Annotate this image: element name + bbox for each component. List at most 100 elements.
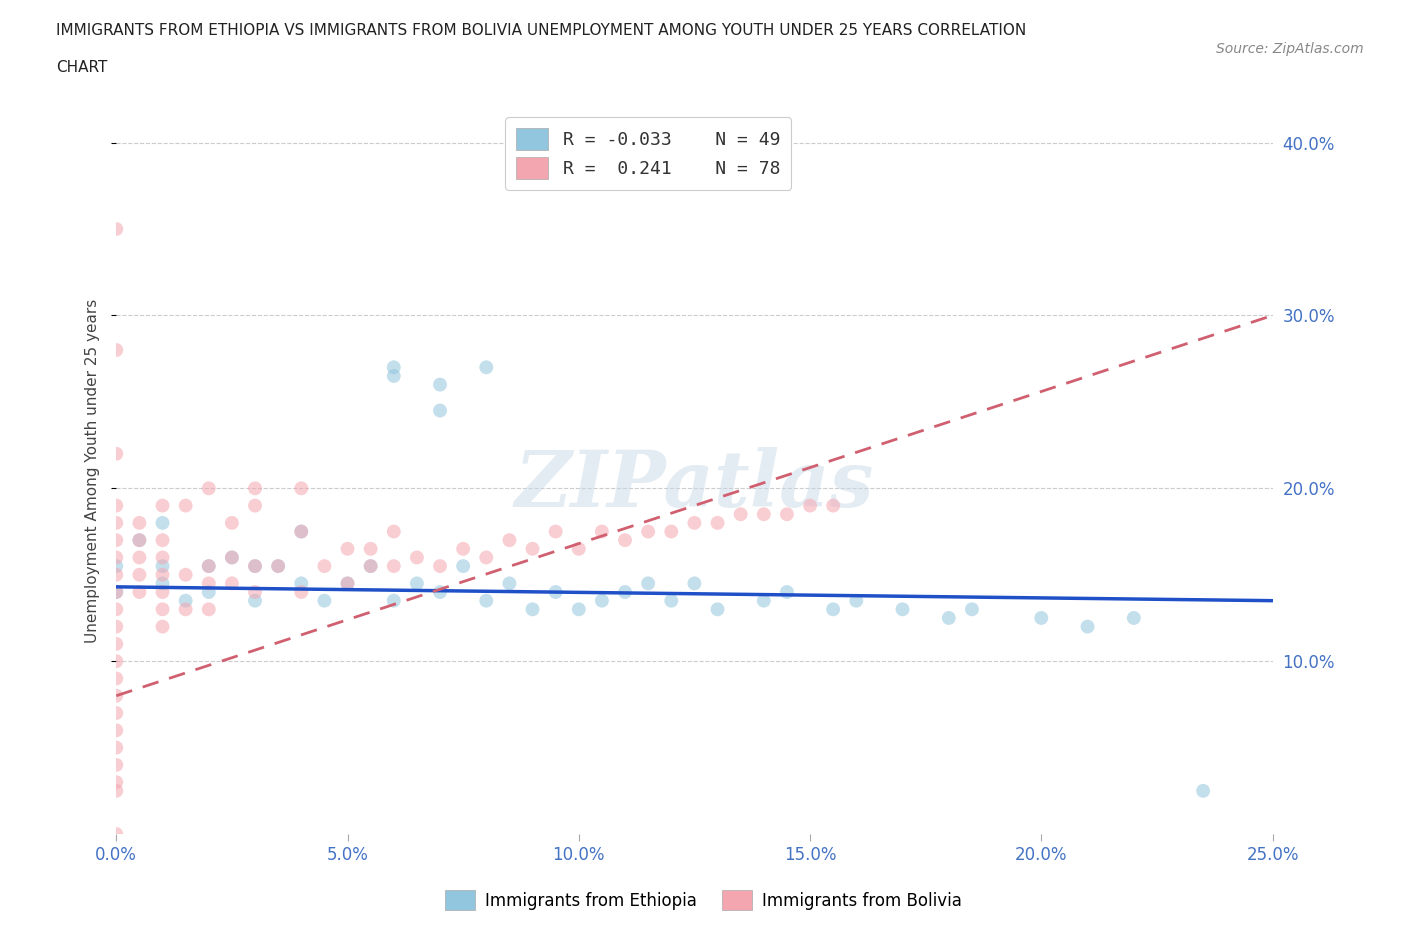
Point [105, 585, 128, 600]
Point [105, 654, 128, 669]
Point [475, 593, 498, 608]
Point [290, 576, 312, 591]
Point [128, 533, 150, 548]
Point [243, 559, 266, 574]
Text: CHART: CHART [56, 60, 108, 75]
Point [152, 559, 174, 574]
Point [105, 783, 128, 798]
Point [522, 602, 544, 617]
Point [522, 541, 544, 556]
Point [197, 481, 219, 496]
Point [406, 550, 429, 565]
Point [706, 515, 728, 530]
Point [290, 525, 312, 539]
Point [128, 550, 150, 565]
Point [174, 567, 197, 582]
Point [197, 559, 219, 574]
Point [475, 550, 498, 565]
Point [360, 559, 382, 574]
Point [659, 593, 682, 608]
Point [845, 593, 868, 608]
Point [152, 567, 174, 582]
Point [752, 593, 775, 608]
Text: Source: ZipAtlas.com: Source: ZipAtlas.com [1216, 42, 1364, 56]
Point [591, 525, 613, 539]
Point [290, 585, 312, 600]
Point [776, 585, 799, 600]
Point [706, 602, 728, 617]
Point [683, 515, 706, 530]
Point [451, 541, 474, 556]
Point [221, 550, 243, 565]
Point [105, 757, 128, 772]
Point [105, 671, 128, 686]
Point [128, 567, 150, 582]
Point [429, 378, 451, 392]
Point [152, 602, 174, 617]
Point [429, 403, 451, 418]
Point [197, 576, 219, 591]
Point [152, 619, 174, 634]
Point [614, 533, 637, 548]
Point [544, 525, 567, 539]
Point [568, 602, 591, 617]
Point [336, 541, 359, 556]
Point [290, 525, 312, 539]
Point [360, 559, 382, 574]
Point [128, 585, 150, 600]
Point [382, 360, 405, 375]
Point [498, 576, 520, 591]
Point [174, 593, 197, 608]
Point [221, 576, 243, 591]
Point [105, 446, 128, 461]
Legend: Immigrants from Ethiopia, Immigrants from Bolivia: Immigrants from Ethiopia, Immigrants fro… [437, 884, 969, 917]
Point [174, 602, 197, 617]
Point [105, 585, 128, 600]
Point [475, 360, 498, 375]
Point [243, 498, 266, 513]
Point [152, 550, 174, 565]
Point [105, 706, 128, 721]
Point [314, 593, 336, 608]
Text: ZIPatlas: ZIPatlas [515, 447, 875, 524]
Point [776, 507, 799, 522]
Point [267, 559, 290, 574]
Point [429, 559, 451, 574]
Point [105, 723, 128, 737]
Point [1122, 610, 1144, 625]
Point [105, 827, 128, 842]
Point [105, 342, 128, 357]
Point [382, 559, 405, 574]
Point [591, 593, 613, 608]
Point [105, 498, 128, 513]
Y-axis label: Unemployment Among Youth under 25 years: Unemployment Among Youth under 25 years [86, 299, 100, 644]
Point [360, 541, 382, 556]
Point [382, 368, 405, 383]
Point [498, 533, 520, 548]
Point [105, 636, 128, 651]
Point [152, 498, 174, 513]
Point [243, 481, 266, 496]
Point [659, 525, 682, 539]
Point [105, 740, 128, 755]
Point [197, 602, 219, 617]
Point [267, 559, 290, 574]
Point [197, 585, 219, 600]
Point [152, 576, 174, 591]
Legend: R = -0.033    N = 49, R =  0.241    N = 78: R = -0.033 N = 49, R = 0.241 N = 78 [505, 117, 792, 190]
Point [637, 525, 659, 539]
Point [406, 576, 429, 591]
Point [382, 593, 405, 608]
Point [1192, 783, 1215, 798]
Point [544, 585, 567, 600]
Point [105, 515, 128, 530]
Point [730, 507, 752, 522]
Point [314, 559, 336, 574]
Point [823, 602, 845, 617]
Point [128, 515, 150, 530]
Point [290, 481, 312, 496]
Point [752, 507, 775, 522]
Point [891, 602, 914, 617]
Point [243, 559, 266, 574]
Point [105, 688, 128, 703]
